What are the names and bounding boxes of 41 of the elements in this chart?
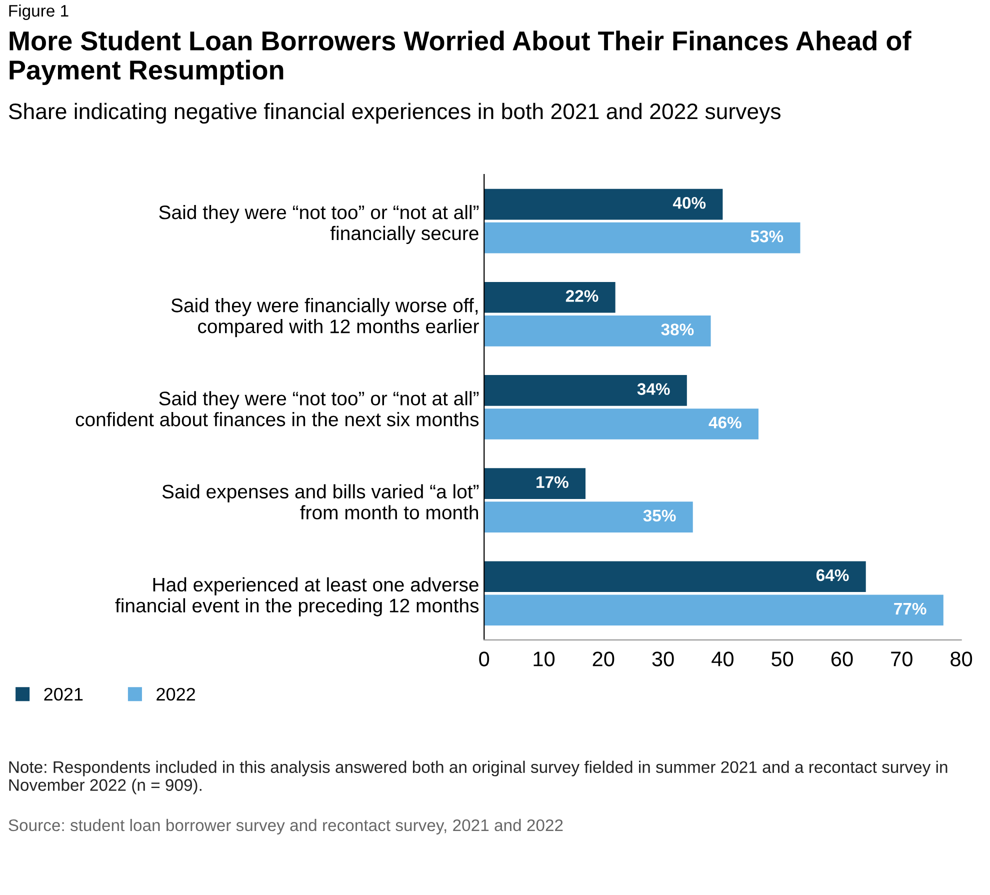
data-label: 38% [661, 324, 694, 336]
bar [484, 408, 758, 440]
bar [484, 502, 693, 532]
x-tick-label: 50 [772, 652, 794, 666]
x-tick-label: 10 [534, 652, 555, 666]
x-tick-label: 80 [950, 652, 972, 666]
data-label: 40% [672, 196, 706, 209]
bar [484, 222, 800, 254]
data-label: 53% [750, 230, 784, 242]
x-tick-label: 30 [652, 652, 674, 666]
legend-label: 2021 [44, 688, 83, 701]
y-tick-label: Had experienced at least one adverse financial event in the preceding 12 months [115, 577, 479, 616]
bar [484, 594, 944, 626]
bar [484, 375, 687, 406]
data-label: 64% [816, 569, 849, 582]
y-tick-label: Said they were financially worse off, compared with 12 months earlier [171, 298, 479, 338]
data-label: 22% [566, 290, 598, 302]
y-tick-label: Said they were “not too” or “not at all” confident about finances in the next six months [76, 391, 479, 426]
x-tick-label: 0 [479, 652, 490, 666]
bar [484, 468, 586, 499]
y-tick-label: Said they were “not too” or “not at all” financially secure [159, 204, 479, 244]
chart-title: More Student Loan Borrowers Worried About Their Finances Ahead of Payment Resumption [10, 30, 912, 86]
data-label: 34% [637, 383, 670, 395]
data-label: 46% [708, 416, 742, 428]
source-note: Source: student loan borrower survey and recontact survey, 2021 and 2022 [8, 818, 563, 834]
x-tick-label: 40 [712, 652, 734, 666]
bar [484, 561, 866, 592]
chart-subtitle: Share indicating negative financial experiences in both 2021 and 2022 surveys [8, 102, 780, 124]
bar [484, 188, 723, 220]
bar [484, 282, 616, 313]
data-label: 35% [643, 510, 676, 522]
x-tick-label: 70 [891, 652, 912, 666]
y-tick-label: Said expenses and bills varied “a lot” from month to month [162, 484, 479, 520]
x-tick-label: 20 [592, 652, 614, 666]
caption: Figure 1 [9, 4, 68, 20]
bar [484, 315, 711, 346]
data-label: 17% [536, 476, 568, 488]
x-tick-label: 60 [831, 652, 853, 666]
text: Note: Respondents included in this analysis answered both an original survey fielded in summer 2021 and a recontact survey in November 2022 (n = 909). [9, 760, 948, 794]
data-label: 77% [894, 602, 926, 615]
legend-label: 2022 [156, 688, 195, 701]
